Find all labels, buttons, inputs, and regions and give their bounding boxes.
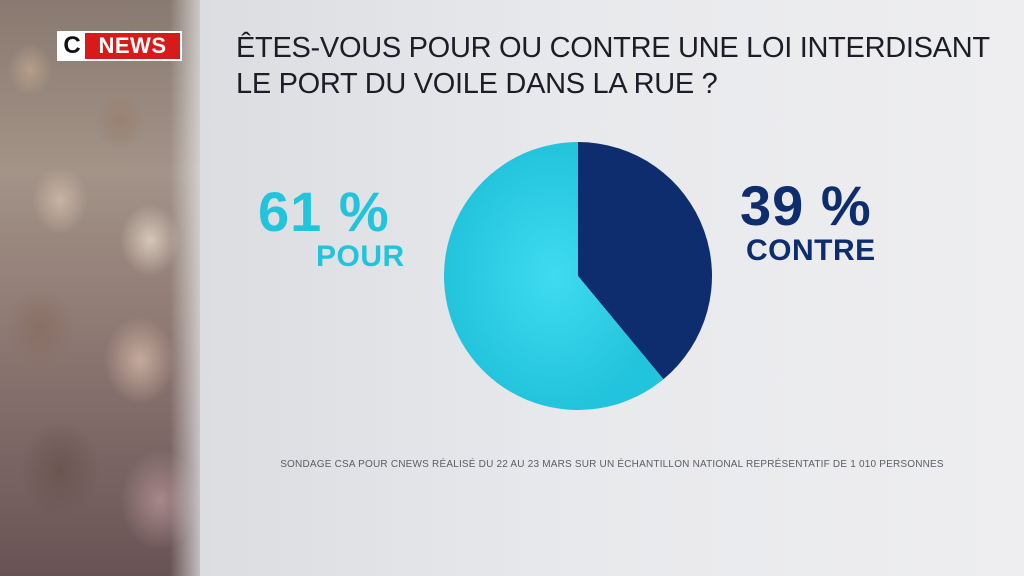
poll-question-line-1: ÊTES-VOUS POUR OU CONTRE UNE LOI INTERDI…: [236, 32, 990, 64]
pie-slice-pour: [443, 142, 664, 410]
poll-question-line-2: LE PORT DU VOILE DANS LA RUE ?: [236, 68, 718, 100]
logo-news-word: NEWS: [85, 33, 180, 59]
pie-slice-contre: [578, 142, 712, 380]
pour-percent-label: 61 %: [258, 180, 390, 243]
pie-chart: [443, 142, 712, 410]
poll-source-note: SONDAGE CSA POUR CNEWS RÉALISÉ DU 22 AU …: [280, 459, 944, 470]
contre-percent-label: 39 %: [740, 174, 872, 237]
background-crowd-photo: [0, 0, 200, 576]
poll-question: ÊTES-VOUS POUR OU CONTRE UNE LOI INTERDI…: [236, 30, 996, 102]
pour-label: POUR: [316, 240, 405, 273]
logo-c-letter: C: [59, 33, 85, 59]
cnews-logo: C NEWS: [57, 31, 182, 61]
contre-label: CONTRE: [746, 234, 876, 267]
